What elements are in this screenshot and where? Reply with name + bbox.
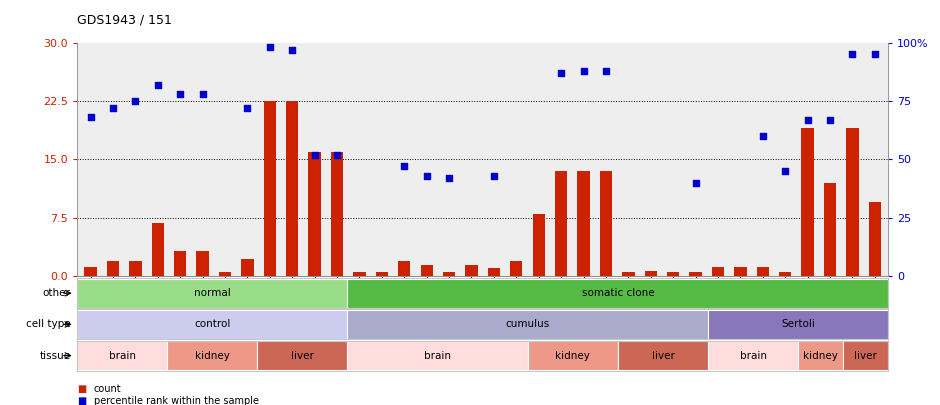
Bar (376, 272, 388, 276)
Bar (577, 171, 589, 276)
Bar (527, 341, 618, 370)
Text: GDS1943 / 151: GDS1943 / 151 (77, 13, 172, 26)
Text: tissue: tissue (39, 351, 70, 360)
Point (822, 116, 838, 123)
Text: brain: brain (740, 351, 767, 360)
Text: liver: liver (651, 351, 674, 360)
Text: Sertoli: Sertoli (781, 320, 815, 329)
Bar (846, 128, 858, 276)
Point (419, 173, 434, 179)
Point (800, 116, 815, 123)
Point (599, 67, 614, 74)
Bar (258, 341, 348, 370)
Bar (779, 272, 791, 276)
Bar (196, 251, 209, 276)
Point (755, 133, 770, 139)
Bar (757, 267, 769, 276)
Bar (286, 101, 298, 276)
Bar (242, 259, 254, 276)
Bar (331, 151, 343, 276)
Text: ■: ■ (77, 396, 86, 405)
Text: kidney: kidney (195, 351, 229, 360)
Bar (107, 261, 119, 276)
Bar (734, 267, 746, 276)
Point (554, 70, 569, 76)
Bar (85, 267, 97, 276)
Point (576, 67, 591, 74)
Bar (77, 310, 348, 339)
Bar (399, 261, 411, 276)
Text: other: other (42, 288, 70, 298)
Point (307, 151, 322, 158)
Bar (348, 279, 888, 308)
Bar (263, 101, 276, 276)
Bar (823, 183, 837, 276)
Point (128, 98, 143, 104)
Bar (712, 267, 724, 276)
Text: brain: brain (424, 351, 451, 360)
Text: percentile rank within the sample: percentile rank within the sample (94, 396, 259, 405)
Bar (645, 271, 657, 276)
Bar (308, 151, 321, 276)
Bar (689, 272, 702, 276)
Bar (802, 128, 814, 276)
Bar (622, 272, 635, 276)
Bar (348, 310, 708, 339)
Bar (798, 341, 843, 370)
Bar (708, 310, 888, 339)
Point (262, 44, 277, 51)
Text: count: count (94, 384, 121, 394)
Text: liver: liver (854, 351, 877, 360)
Bar (869, 202, 881, 276)
Bar (77, 279, 348, 308)
Bar (708, 341, 798, 370)
Text: somatic clone: somatic clone (582, 288, 654, 298)
Point (173, 91, 188, 97)
Text: normal: normal (194, 288, 230, 298)
Point (330, 151, 345, 158)
Point (150, 81, 165, 88)
Point (397, 163, 412, 170)
Bar (167, 341, 258, 370)
Text: control: control (194, 320, 230, 329)
Bar (600, 171, 612, 276)
Point (196, 91, 211, 97)
Point (105, 105, 120, 111)
Text: brain: brain (109, 351, 135, 360)
Bar (465, 264, 478, 276)
Text: liver: liver (291, 351, 314, 360)
Point (285, 46, 300, 53)
Point (240, 105, 255, 111)
Bar (555, 171, 567, 276)
Point (83, 114, 98, 121)
Bar (667, 272, 680, 276)
Bar (174, 251, 186, 276)
Point (442, 175, 457, 181)
Bar (510, 261, 523, 276)
Text: ■: ■ (77, 384, 86, 394)
Point (845, 51, 860, 58)
Point (688, 179, 703, 186)
Text: kidney: kidney (556, 351, 590, 360)
Bar (348, 341, 527, 370)
Text: cumulus: cumulus (506, 320, 550, 329)
Bar (420, 264, 432, 276)
Point (486, 173, 501, 179)
Point (868, 51, 883, 58)
Bar (443, 272, 455, 276)
Bar (353, 272, 366, 276)
Bar (533, 214, 545, 276)
Point (777, 168, 792, 174)
Text: kidney: kidney (804, 351, 838, 360)
Bar (843, 341, 888, 370)
Bar (129, 261, 142, 276)
Bar (488, 269, 500, 276)
Bar (77, 341, 167, 370)
Bar (151, 223, 164, 276)
Text: cell type: cell type (26, 320, 70, 329)
Bar (618, 341, 708, 370)
Bar (219, 272, 231, 276)
